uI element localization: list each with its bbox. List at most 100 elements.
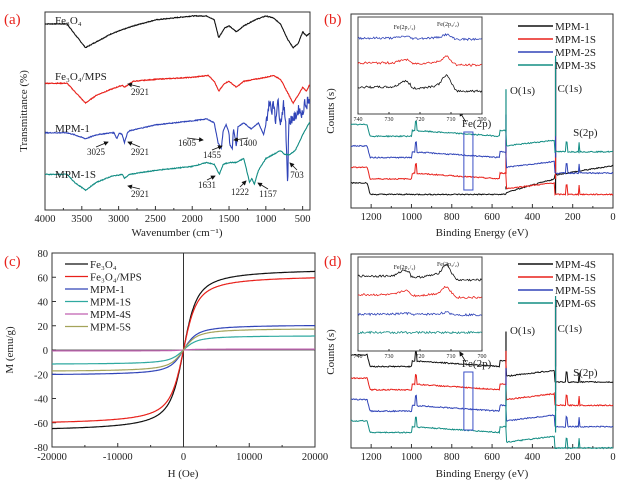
x-tick-label: 200 xyxy=(565,212,581,223)
annotation-arrow xyxy=(233,137,249,142)
peak-label-o1s: O(1s) xyxy=(510,85,535,97)
inset-x-tick-label: 720 xyxy=(416,354,425,360)
legend-label-mpm-5s: MPM-5S xyxy=(90,322,131,334)
y-tick-label: -40 xyxy=(34,395,48,406)
annotation-1631: 1631 xyxy=(198,180,216,190)
fe2p-highlight-box xyxy=(463,131,474,191)
x-tick-label: 0 xyxy=(181,452,186,463)
inset-series-mpm-1s xyxy=(357,285,482,299)
panel-c-magnetization-chart: (c) -20000 -10000 0 10000 20000-80-60-40-200… xyxy=(4,249,328,480)
annotation-2921: 2921 xyxy=(131,189,149,199)
annotation-3025: 3025 xyxy=(87,147,106,157)
series-line-mpm-2s xyxy=(350,141,614,175)
series-line-mpm-1s xyxy=(44,121,311,192)
y-axis-title-a: Transmittance (%) xyxy=(18,70,30,152)
legend-label-mpm-5s: MPM-5S xyxy=(555,285,596,297)
annotation-1222: 1222 xyxy=(231,187,249,197)
series-line-mpm-1s xyxy=(350,162,614,197)
x-tick-label: 1200 xyxy=(361,452,382,463)
x-axis-title-c: H (Oe) xyxy=(168,468,199,480)
x-tick-label: 200 xyxy=(565,452,581,463)
peak-label-s2p: S(2p) xyxy=(573,367,598,379)
x-tick-label: 1000 xyxy=(255,214,276,225)
peak-label-o1s: O(1s) xyxy=(510,325,535,337)
x-tick-label: 600 xyxy=(484,212,500,223)
annotation-703: 703 xyxy=(290,170,304,180)
annotation-arrow xyxy=(127,82,141,88)
x-tick-label: 1200 xyxy=(361,212,382,223)
annotation-1400: 1400 xyxy=(239,138,258,148)
peak-label-s2p: S(2p) xyxy=(573,127,598,139)
annotation-arrow xyxy=(127,184,141,190)
y-axis-title-d: Counts (s) xyxy=(325,329,337,375)
fe2p-highlight-box xyxy=(463,371,474,431)
inset-peak-label-fe2p12: Fe(2p₁/₂) xyxy=(394,264,416,271)
peak-labels-b: O(1s) C(1s) S(2p) Fe(2p) xyxy=(459,83,598,139)
series-group-b xyxy=(350,56,614,197)
panel-label-d: (d) xyxy=(324,254,342,270)
inset-peak-label-fe2p12: Fe(2p₁/₂) xyxy=(394,24,416,31)
y-tick-label: 40 xyxy=(38,298,49,309)
peak-label-c1s: C(1s) xyxy=(558,83,583,95)
series-group-a: Fe₃O₄ Fe₃O₄/MPS MPM-1 MPM-1S xyxy=(44,14,311,192)
y-tick-label: -60 xyxy=(34,419,48,430)
x-tick-label: 800 xyxy=(444,212,460,223)
inset-peak-label-fe2p32: Fe(2p₃/₂) xyxy=(437,21,459,28)
x-tick-label: 800 xyxy=(444,452,460,463)
annotation-arrow xyxy=(257,182,269,190)
y-tick-label: 20 xyxy=(38,322,49,333)
x-tick-label: 4000 xyxy=(35,214,56,225)
annotation-1605: 1605 xyxy=(178,138,197,148)
annotation-2921: 2921 xyxy=(131,87,149,97)
panel-label-a: (a) xyxy=(4,12,21,28)
series-line-mpm-1 xyxy=(44,96,311,182)
inset-series-mpm-5s xyxy=(357,311,482,317)
legend-label-mpm-1s: MPM-1S xyxy=(555,272,596,284)
panel-d-xps-chart: (d) 1200 1000 800 600 400 200 0 O(1s) C(1s) S(2p… xyxy=(324,253,616,480)
x-tick-label: 10000 xyxy=(236,452,262,463)
x-tick-label: 2000 xyxy=(182,214,203,225)
annotation-arrow xyxy=(289,162,298,171)
series-line-mpm-1 xyxy=(350,164,614,196)
x-axis-b: 1200 1000 800 600 400 200 0 xyxy=(351,204,616,223)
legend-label-mpm-1s: MPM-1S xyxy=(90,297,131,309)
annotation-arrow xyxy=(95,141,109,148)
x-tick-label: 3500 xyxy=(71,214,92,225)
legend-label-mpm-1s: MPM-1S xyxy=(555,34,596,46)
x-tick-label: 600 xyxy=(484,452,500,463)
x-tick-label: 400 xyxy=(525,212,541,223)
series-line-mpm-1s xyxy=(350,373,614,407)
x-tick-label: 2500 xyxy=(145,214,166,225)
annotation-2921: 2921 xyxy=(131,147,149,157)
series-label-1: Fe₃O₄/MPS xyxy=(55,71,107,83)
x-axis-title-b: Binding Energy (eV) xyxy=(436,227,529,239)
inset-x-tick-label: 740 xyxy=(354,117,363,123)
x-axis-d: 1200 1000 800 600 400 200 0 xyxy=(351,444,616,463)
x-tick-label: 500 xyxy=(295,214,311,225)
inset-x-tick-label: 730 xyxy=(385,117,394,123)
legend-label-mpm-4s: MPM-4S xyxy=(555,259,596,271)
annotation-arrow xyxy=(186,137,204,142)
peak-label-fe2p: Fe(2p) xyxy=(462,118,492,130)
x-tick-label: 1000 xyxy=(401,212,422,223)
y-tick-label: 0 xyxy=(43,346,48,357)
series-label-3: MPM-1S xyxy=(55,169,96,181)
inset-frame xyxy=(357,16,483,115)
series-line-mpm-5s xyxy=(51,328,316,372)
x-tick-label: 400 xyxy=(525,452,541,463)
series-label-2: MPM-1 xyxy=(55,123,90,135)
legend-label-mpm-2s: MPM-2S xyxy=(555,47,596,59)
inset-x-tick-label: 720 xyxy=(416,117,425,123)
legend-label-mpm-6s: MPM-6S xyxy=(555,298,596,310)
inset-peak-label-fe2p32: Fe(2p₃/₂) xyxy=(437,261,459,268)
series-group-d xyxy=(350,296,614,450)
panel-label-b: (b) xyxy=(324,12,342,28)
legend-label-mpm-3s: MPM-3S xyxy=(555,60,596,72)
legend-label-mpm-1: MPM-1 xyxy=(555,21,590,33)
x-tick-label: 0 xyxy=(610,212,615,223)
inset-series-mpm-1 xyxy=(357,74,483,93)
